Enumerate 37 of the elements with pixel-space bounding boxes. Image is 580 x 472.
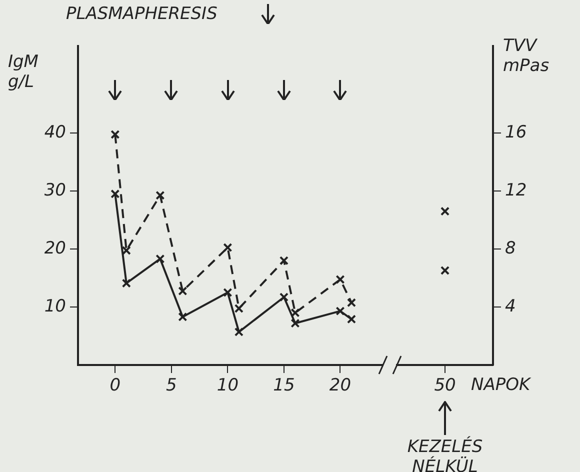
y-tick-label: 10 — [44, 296, 66, 316]
x-tick-label: 5 — [166, 376, 177, 396]
y2-tick-label: 12 — [505, 180, 527, 200]
point — [178, 286, 188, 296]
point — [234, 327, 244, 336]
point — [279, 256, 288, 266]
point — [336, 306, 345, 316]
y2-tick-label: 8 — [505, 238, 516, 258]
y-tick-label: 30 — [44, 180, 66, 200]
point — [110, 189, 120, 198]
point — [110, 130, 120, 139]
y2-tick-label: 4 — [505, 296, 516, 316]
x-tick-label: 0 — [110, 376, 121, 396]
x-tick-label: 10 — [216, 376, 239, 396]
x-tick-label: 15 — [273, 376, 295, 396]
x-axis-title: NAPOK — [471, 375, 530, 395]
y2-axis-title: TVV mPas — [503, 36, 550, 76]
y-tick-label: 20 — [44, 238, 66, 258]
point — [122, 246, 131, 255]
point — [122, 278, 131, 288]
point — [223, 243, 232, 252]
y-axis-title: IgM g/L — [8, 52, 38, 92]
point — [346, 314, 356, 324]
point — [346, 298, 356, 308]
point — [178, 312, 188, 322]
text: PLASMAPHERESIS — [66, 4, 218, 24]
point — [156, 190, 165, 200]
point — [234, 304, 244, 313]
point — [156, 254, 165, 264]
x-tick-label: 50 — [434, 376, 456, 396]
y2-tick-label: 16 — [505, 122, 527, 142]
point — [336, 274, 345, 284]
point — [223, 288, 232, 298]
y-tick-label: 40 — [44, 122, 66, 142]
x-tick-label: 20 — [329, 376, 352, 396]
text: KEZELÉS NÉLKÜL — [406, 437, 484, 472]
point — [279, 292, 288, 302]
